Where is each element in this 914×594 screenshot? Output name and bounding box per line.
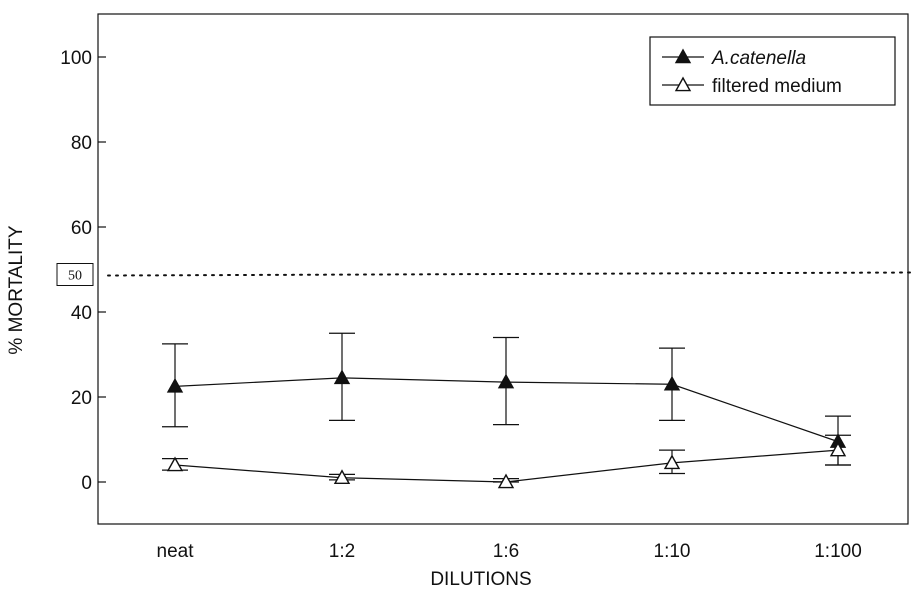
plot-frame — [97, 13, 909, 525]
y-tick-label: 0 — [81, 473, 92, 494]
reference-line-label-box — [56, 263, 94, 286]
data-point — [497, 373, 515, 389]
legend-entry: A.catenella — [711, 48, 806, 69]
reference-line — [107, 271, 913, 277]
reference-line-group: 50 — [56, 263, 913, 286]
series-a-catenella — [162, 332, 851, 466]
x-tick-label: 1:10 — [654, 541, 691, 562]
legend: A.catenella filtered medium — [649, 36, 896, 106]
x-tick-label: 1:100 — [814, 541, 862, 562]
y-tick-label: 20 — [71, 388, 92, 409]
data-point — [497, 473, 515, 489]
x-axis-title: DILUTIONS — [430, 569, 531, 589]
y-tick-label: 80 — [71, 133, 92, 154]
data-point — [663, 454, 681, 470]
y-tick-label: 100 — [60, 48, 92, 69]
series-group — [162, 332, 851, 489]
x-tick-label: 1:6 — [493, 541, 519, 562]
data-point — [166, 456, 184, 472]
reference-line-label: 50 — [68, 269, 82, 284]
series-filtered-medium — [162, 434, 851, 489]
legend-entry: filtered medium — [712, 76, 842, 97]
data-point — [829, 441, 847, 457]
y-axis-title: % MORTALITY — [6, 225, 27, 354]
data-point — [333, 369, 351, 385]
data-point — [333, 469, 351, 485]
legend-marker — [674, 76, 692, 92]
data-point — [663, 375, 681, 391]
y-tick-label: 40 — [71, 303, 92, 324]
y-tick-label: 60 — [71, 218, 92, 239]
legend-box — [649, 36, 896, 106]
legend-marker — [674, 48, 692, 64]
x-tick-label: neat — [157, 541, 195, 562]
x-tick-label: 1:2 — [329, 541, 355, 562]
data-point — [166, 377, 184, 393]
axes: 0 20 40 60 80 100 neat 1:2 1:6 1:10 1:100 DILUTIONS… — [6, 13, 909, 590]
